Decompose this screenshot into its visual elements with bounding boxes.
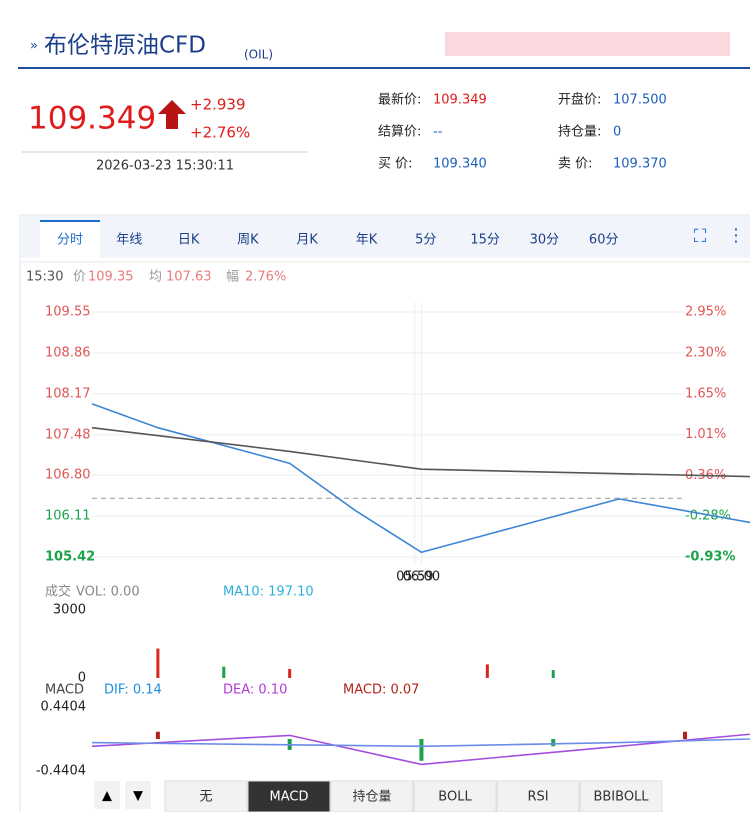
- macd-bar: [419, 739, 424, 761]
- volume-header: MA10: 197.10: [223, 585, 314, 600]
- tab[interactable]: 5分: [415, 233, 436, 248]
- macd-header: DEA: 0.10: [223, 683, 287, 698]
- quote-time: 2026-03-23 15:30:11: [96, 159, 234, 174]
- info-item: 15:30: [26, 270, 63, 285]
- volume-bar: [551, 670, 555, 678]
- tab[interactable]: 周K: [237, 233, 259, 248]
- macd-bar: [683, 731, 687, 739]
- field-value: 107.500: [613, 93, 667, 108]
- down-button[interactable]: [125, 781, 151, 809]
- field-label: 持仓量:: [558, 125, 601, 140]
- price: 109.349: [28, 101, 156, 137]
- y-tick-label: 107.48: [45, 427, 91, 442]
- macd-header: MACD: 0.07: [343, 683, 419, 698]
- more-icon[interactable]: ⋮: [727, 225, 745, 246]
- y2-tick-label: -0.28%: [685, 508, 731, 523]
- info-item: 价: [73, 270, 86, 285]
- y-tick-label: 106.80: [45, 468, 91, 483]
- field-label: 卖 价:: [558, 157, 593, 172]
- y-tick-label: -0.4404: [36, 764, 86, 779]
- tab[interactable]: 分时: [57, 233, 83, 248]
- tab-active-bg: [40, 220, 100, 258]
- series-line: [91, 426, 750, 478]
- y2-tick-label: 1.65%: [685, 387, 726, 402]
- indicator-tab[interactable]: BOLL: [438, 790, 472, 805]
- field-value: 109.340: [433, 157, 487, 172]
- series-line: [91, 403, 750, 554]
- info-item: 2.76%: [245, 270, 286, 285]
- change-pct: +2.76%: [190, 124, 250, 142]
- down-button-icon[interactable]: ▼: [133, 789, 143, 804]
- indicator-tab[interactable]: BBIBOLL: [593, 790, 649, 805]
- series-line: [91, 738, 750, 748]
- tab[interactable]: 年线: [116, 233, 142, 248]
- fullscreen-icon[interactable]: ⛶: [694, 226, 707, 247]
- info-item: 均: [149, 270, 162, 285]
- macd-bar: [551, 739, 556, 747]
- field-value: 0: [613, 125, 621, 140]
- y2-tick-label: 2.30%: [685, 346, 726, 361]
- title-icon: »: [30, 39, 38, 54]
- y-tick-label: 108.86: [45, 345, 91, 360]
- y2-tick-label: 2.95%: [685, 305, 726, 320]
- y-tick-label: 105.42: [45, 550, 95, 565]
- y-tick-label: 3000: [53, 603, 86, 618]
- info-item: 109.35: [88, 270, 134, 285]
- y2-tick-label: -0.93%: [685, 550, 736, 565]
- volume-bar: [485, 664, 489, 678]
- tab-bar: [21, 216, 750, 258]
- up-arrow: [158, 100, 186, 129]
- up-button-icon[interactable]: ▲: [102, 789, 112, 804]
- title-suffix: (OIL): [244, 48, 273, 62]
- panel: [19, 214, 750, 816]
- y-tick-label: 106.11: [45, 509, 91, 524]
- tab[interactable]: 年K: [356, 233, 378, 248]
- field-label: 买 价:: [378, 157, 413, 172]
- indicator-tab[interactable]: RSI: [527, 790, 548, 805]
- field-label: 结算价:: [378, 125, 421, 140]
- field-label: 开盘价:: [558, 92, 601, 108]
- x-tick-label: 06:00: [403, 570, 440, 585]
- indicator-tab[interactable]: 无: [199, 790, 212, 805]
- info-item: 幅: [226, 270, 239, 285]
- tab[interactable]: 日K: [178, 233, 200, 248]
- title: 布伦特原油CFD: [44, 33, 206, 59]
- indicator-tab-bg[interactable]: [413, 780, 497, 813]
- x-tick-label: 05:59: [396, 570, 433, 585]
- macd-bar: [155, 731, 160, 739]
- volume-bar: [156, 648, 160, 678]
- field-value: 109.349: [433, 93, 487, 108]
- indicator-tab[interactable]: MACD: [270, 790, 309, 805]
- field-value: 109.370: [613, 157, 667, 172]
- volume-bar: [288, 668, 292, 678]
- volume-bar: [222, 666, 226, 678]
- info-item: 107.63: [166, 270, 212, 285]
- indicator-tab-bg[interactable]: [496, 780, 580, 813]
- volume-header: VOL: 0.00: [76, 585, 140, 600]
- indicator-tab[interactable]: 持仓量: [352, 790, 391, 805]
- field-label: 最新价:: [378, 92, 421, 108]
- y-tick-label: 0.4404: [41, 700, 87, 715]
- volume-header: 成交: [45, 584, 71, 600]
- macd-header: DIF: 0.14: [104, 683, 162, 698]
- change: +2.939: [190, 96, 246, 114]
- blurred-area: [445, 32, 730, 56]
- tab[interactable]: 15分: [470, 233, 500, 248]
- y2-tick-label: 1.01%: [685, 427, 726, 442]
- indicator-tab-bg[interactable]: [579, 780, 663, 813]
- tab[interactable]: 60分: [589, 233, 619, 248]
- y-tick-label: 108.17: [45, 386, 91, 401]
- y-tick-label: 0: [78, 671, 86, 686]
- y-tick-label: 109.55: [45, 305, 91, 320]
- macd-header: MACD: [45, 683, 84, 698]
- field-value: --: [433, 125, 443, 140]
- up-button[interactable]: [94, 781, 120, 809]
- tab[interactable]: 月K: [296, 233, 318, 248]
- tab[interactable]: 30分: [530, 233, 560, 248]
